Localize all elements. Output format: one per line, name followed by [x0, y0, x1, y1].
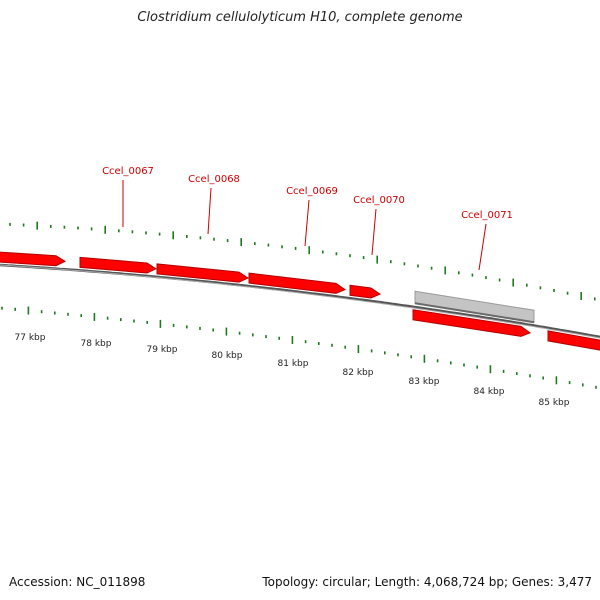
gene-leader-line: [304, 199, 310, 247]
gene-arrow: [79, 256, 158, 274]
gene-label-lines: [122, 180, 487, 271]
gene-arrow: [412, 309, 532, 337]
feature-track: [0, 251, 600, 351]
kbp-labels: 77 kbp 78 kbp 79 kbp 80 kbp 81 kbp 82 kbp 83 k…: [15, 333, 570, 408]
kbp-label: 79 kbp: [147, 345, 178, 355]
gene-label: Ccel_0071: [461, 210, 513, 221]
gene-label: Ccel_0069: [286, 186, 338, 197]
kbp-tick-track: [1, 306, 597, 389]
outer-tick-track: [9, 221, 596, 301]
gene-arrow: [349, 284, 382, 299]
genome-title: Clostridium cellulolyticum H10, complete…: [137, 10, 463, 25]
gene-label: Ccel_0067: [102, 166, 154, 177]
gene-leader-line: [478, 223, 487, 271]
gene-arrow: [156, 263, 250, 283]
other-feature-baseline: [414, 302, 535, 324]
gene-leader-line: [371, 208, 377, 256]
gene-labels: Ccel_0067 Ccel_0068 Ccel_0069 Ccel_0070 Ccel…: [102, 166, 513, 221]
gene-arrow: [0, 251, 67, 267]
kbp-label: 81 kbp: [278, 359, 309, 369]
kbp-label: 78 kbp: [81, 339, 112, 349]
backbone-highlight: [0, 264, 600, 339]
gene-leader-line: [207, 187, 212, 235]
kbp-label: 84 kbp: [474, 387, 505, 397]
kbp-label: 77 kbp: [15, 333, 46, 343]
kbp-label: 82 kbp: [343, 368, 374, 378]
kbp-label: 83 kbp: [409, 377, 440, 387]
gene-label: Ccel_0070: [353, 195, 405, 206]
genome-backbone: [0, 263, 600, 339]
kbp-label: 80 kbp: [212, 351, 243, 361]
gene-arrow: [547, 330, 600, 351]
gene-arrow: [248, 272, 347, 294]
accession-text: Accession: NC_011898: [9, 575, 146, 589]
kbp-label: 85 kbp: [539, 398, 570, 408]
gene-label: Ccel_0068: [188, 174, 240, 185]
topology-text: Topology: circular; Length: 4,068,724 bp…: [262, 575, 592, 589]
